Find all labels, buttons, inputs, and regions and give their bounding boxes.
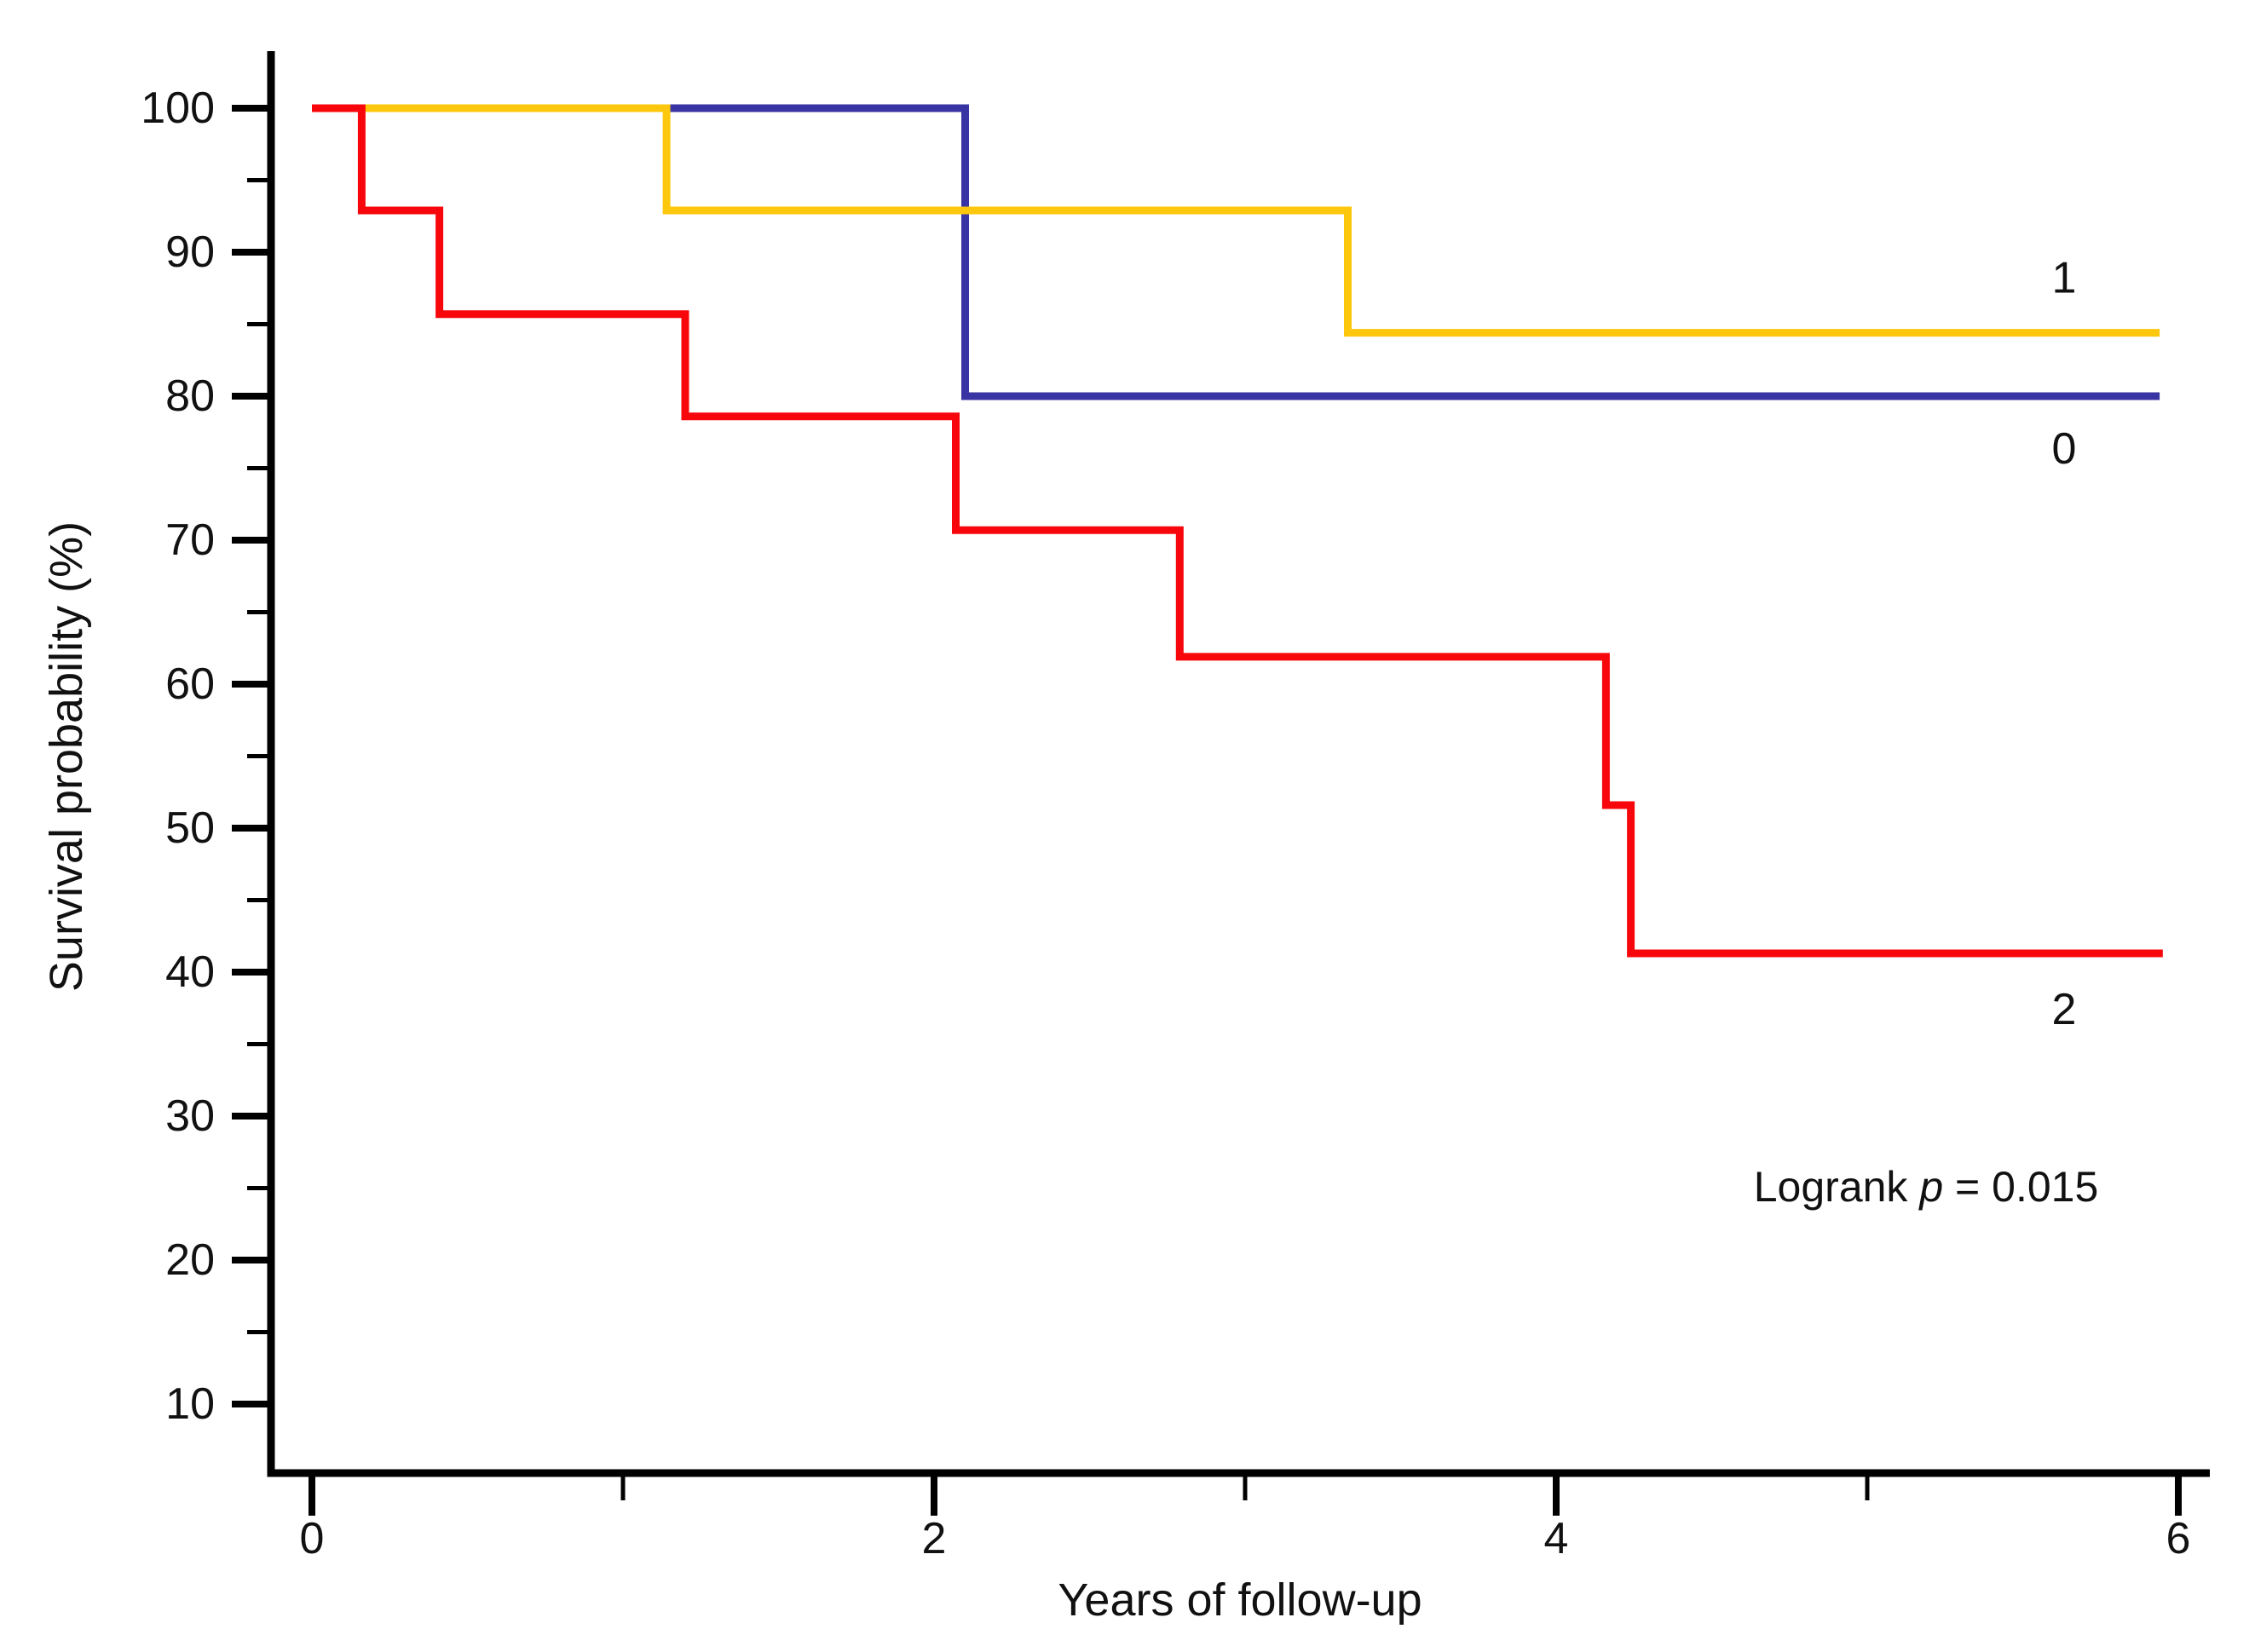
- series-label-1: 1: [2052, 254, 2077, 303]
- y-tick-label-80: 80: [165, 371, 215, 421]
- y-tick-label-40: 40: [165, 947, 215, 997]
- survival-curve-group-0: [312, 104, 2160, 400]
- y-tick-label-30: 30: [165, 1091, 215, 1141]
- x-tick-label-0: 0: [300, 1514, 325, 1563]
- y-tick-label-90: 90: [165, 227, 215, 277]
- x-axis-title: Years of follow-up: [1058, 1574, 1422, 1626]
- x-tick-label-4: 4: [1544, 1514, 1569, 1563]
- y-tick-label-50: 50: [165, 803, 215, 853]
- y-tick-label-100: 100: [141, 83, 215, 133]
- series-label-0: 0: [2052, 424, 2077, 474]
- logrank-p-symbol: p: [1919, 1163, 1944, 1211]
- y-tick-label-60: 60: [165, 659, 215, 709]
- survival-curve-group-2: [312, 104, 2163, 958]
- logrank-annotation: Logrank p = 0.015: [1754, 1162, 2099, 1212]
- survival-curve-group-1: [312, 104, 2160, 337]
- y-tick-label-20: 20: [165, 1235, 215, 1285]
- logrank-text: Logrank: [1753, 1163, 1920, 1211]
- y-tick-label-70: 70: [165, 515, 215, 565]
- x-tick-label-2: 2: [922, 1514, 947, 1563]
- x-tick-label-6: 6: [2166, 1514, 2191, 1563]
- y-axis-title: Survival probability (%): [41, 521, 92, 993]
- series-label-2: 2: [2052, 985, 2077, 1034]
- logrank-value: = 0.015: [1943, 1163, 2099, 1211]
- y-tick-label-10: 10: [165, 1379, 215, 1429]
